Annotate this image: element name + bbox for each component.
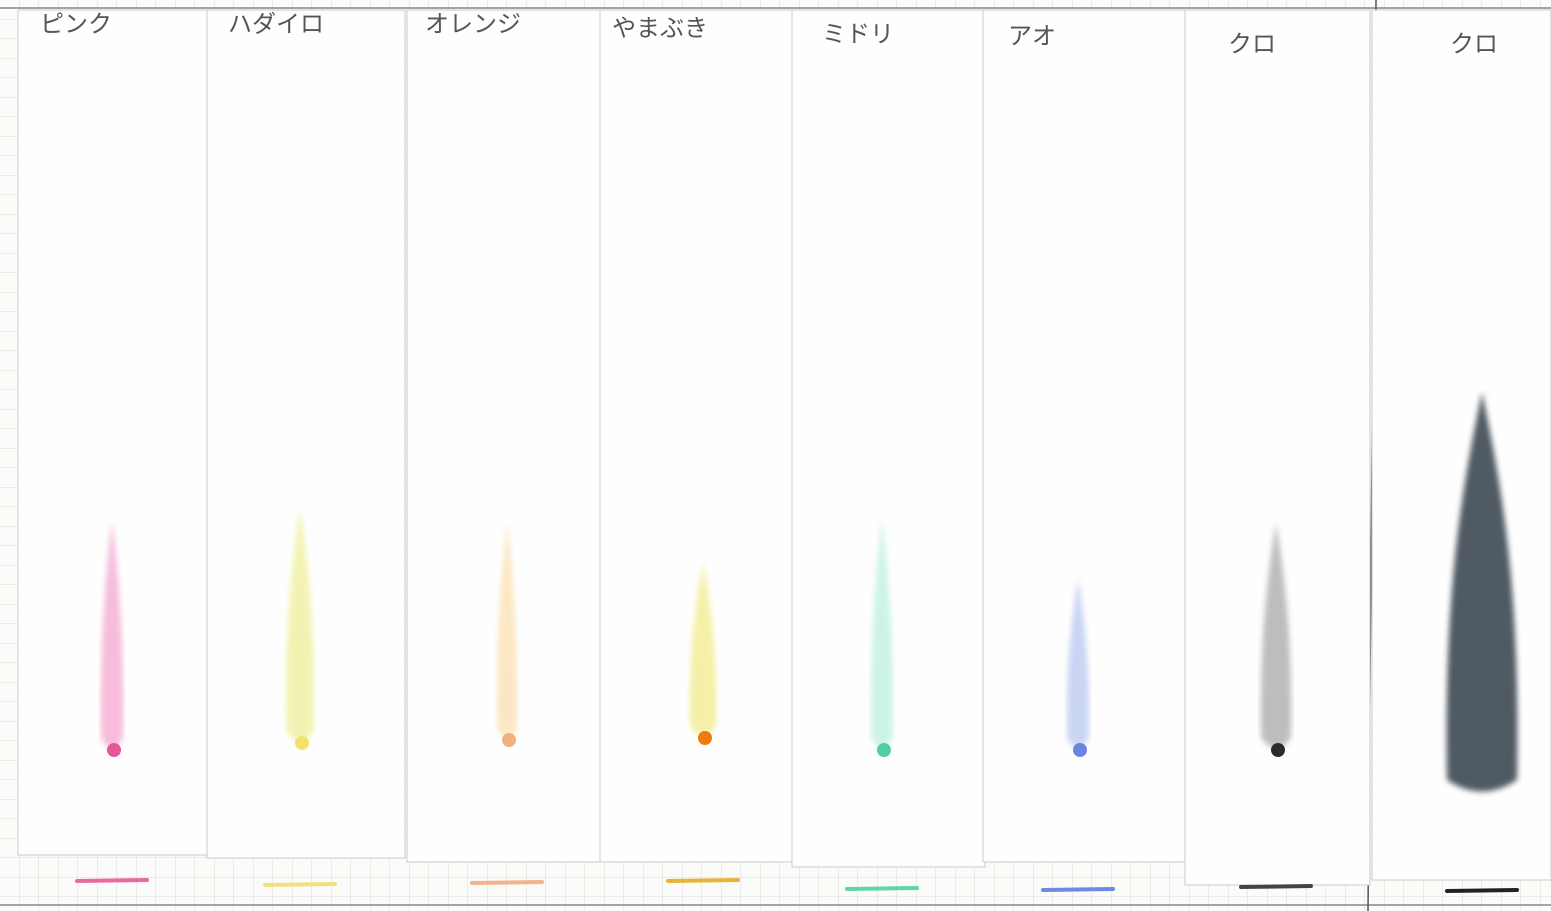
ink-smear xyxy=(1066,578,1090,749)
strip-label: クロ xyxy=(1450,30,1498,58)
ink-smear xyxy=(496,522,518,739)
strip-label: クロ xyxy=(1228,30,1276,58)
paper-strip xyxy=(599,9,794,863)
strip-label: やまぶき xyxy=(612,14,708,42)
ink-smear xyxy=(1260,522,1292,749)
reference-line xyxy=(263,882,337,887)
reference-line xyxy=(470,880,544,885)
strip: クロ xyxy=(1371,9,1551,893)
ink-smear xyxy=(1446,392,1518,792)
strip-label: アオ xyxy=(1008,22,1056,50)
ink-spot xyxy=(1271,743,1285,757)
reference-line xyxy=(1239,884,1313,889)
ink-spot xyxy=(502,733,516,747)
reference-line xyxy=(75,878,149,883)
reference-line xyxy=(666,878,740,883)
strip: オレンジ xyxy=(406,9,609,885)
reference-line xyxy=(845,886,919,891)
strip-label: ミドリ xyxy=(822,20,894,48)
strip: クロ xyxy=(1184,9,1371,889)
strip: ハダイロ xyxy=(206,9,406,887)
ink-spot xyxy=(877,743,891,757)
strip-label: オレンジ xyxy=(425,10,521,38)
strips: ピンク ハダイロ オレンジ やまぶき ミドリ アオ クロ クロ xyxy=(17,9,1551,893)
ink-smear xyxy=(100,520,124,749)
ink-spot xyxy=(107,743,121,757)
ink-spot xyxy=(1073,743,1087,757)
strip: ピンク xyxy=(17,9,211,883)
ink-smear xyxy=(689,562,717,737)
strip: アオ xyxy=(982,9,1186,892)
reference-line xyxy=(1041,887,1115,892)
ink-spot xyxy=(295,736,309,750)
reference-line xyxy=(1445,888,1519,893)
strip-label: ピンク xyxy=(40,10,112,38)
ink-spot xyxy=(698,731,712,745)
strip-label: ハダイロ xyxy=(228,10,324,38)
ink-smear xyxy=(870,518,894,749)
strip: やまぶき xyxy=(599,9,794,883)
ink-smear xyxy=(285,508,315,742)
strip: ミドリ xyxy=(791,9,986,891)
